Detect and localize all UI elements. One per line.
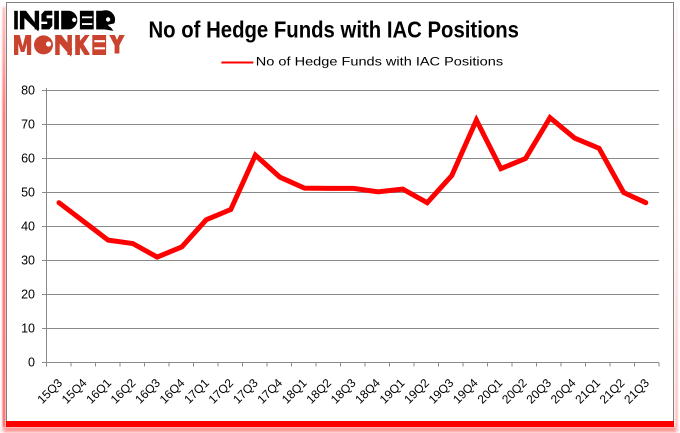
svg-text:17Q1: 17Q1 [181, 376, 212, 407]
svg-text:19Q3: 19Q3 [426, 376, 457, 407]
svg-text:20: 20 [21, 288, 35, 302]
svg-text:17Q4: 17Q4 [254, 376, 285, 407]
svg-text:40: 40 [21, 220, 35, 234]
svg-text:16Q2: 16Q2 [108, 376, 139, 407]
svg-text:No of Hedge Funds with IAC Pos: No of Hedge Funds with IAC Positions [149, 17, 520, 43]
svg-text:21Q2: 21Q2 [597, 376, 628, 407]
svg-text:10: 10 [21, 322, 35, 336]
svg-text:17Q3: 17Q3 [230, 376, 261, 407]
svg-text:20Q4: 20Q4 [548, 376, 579, 407]
svg-text:16Q4: 16Q4 [157, 376, 188, 407]
svg-text:20Q3: 20Q3 [523, 376, 554, 407]
svg-text:18Q1: 18Q1 [279, 376, 310, 407]
svg-text:70: 70 [21, 118, 35, 132]
svg-text:No of Hedge Funds with IAC Pos: No of Hedge Funds with IAC Positions [256, 54, 503, 68]
svg-text:17Q2: 17Q2 [206, 376, 237, 407]
svg-text:15Q3: 15Q3 [34, 376, 65, 407]
svg-text:20Q2: 20Q2 [499, 376, 530, 407]
svg-text:18Q4: 18Q4 [352, 376, 383, 407]
svg-text:19Q4: 19Q4 [450, 376, 481, 407]
svg-text:60: 60 [21, 152, 35, 166]
svg-text:18Q2: 18Q2 [303, 376, 334, 407]
svg-text:15Q4: 15Q4 [59, 376, 90, 407]
svg-text:0: 0 [28, 356, 35, 370]
svg-text:21Q3: 21Q3 [621, 376, 652, 407]
svg-text:16Q3: 16Q3 [132, 376, 163, 407]
svg-text:20Q1: 20Q1 [475, 376, 506, 407]
svg-text:19Q2: 19Q2 [401, 376, 432, 407]
svg-text:19Q1: 19Q1 [377, 376, 408, 407]
svg-text:30: 30 [21, 254, 35, 268]
svg-text:18Q3: 18Q3 [328, 376, 359, 407]
svg-text:16Q1: 16Q1 [83, 376, 114, 407]
svg-text:21Q1: 21Q1 [572, 376, 603, 407]
svg-text:80: 80 [21, 84, 35, 98]
svg-text:50: 50 [21, 186, 35, 200]
